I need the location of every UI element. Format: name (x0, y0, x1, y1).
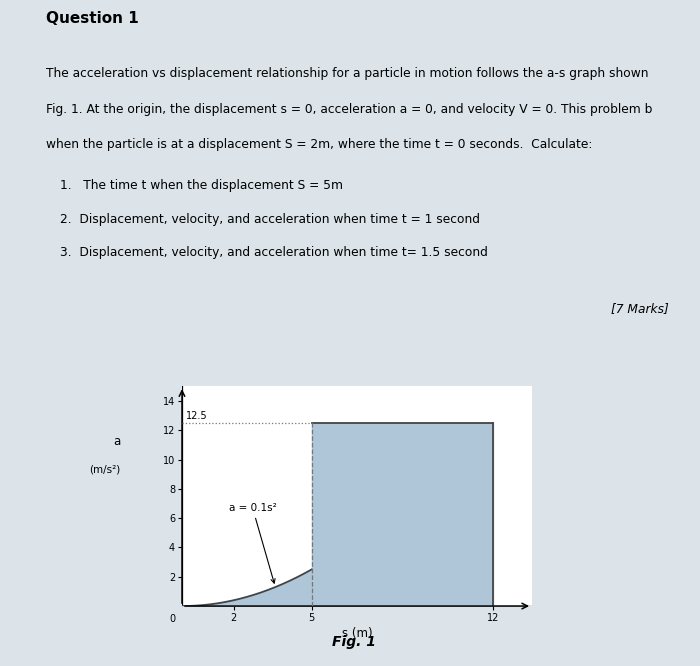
Text: a = 0.1s²: a = 0.1s² (229, 503, 276, 583)
Text: 12.5: 12.5 (186, 411, 207, 421)
Text: Fig. 1. At the origin, the displacement s = 0, acceleration a = 0, and velocity : Fig. 1. At the origin, the displacement … (46, 103, 652, 116)
Text: Fig. 1: Fig. 1 (332, 635, 375, 649)
Text: (m/s²): (m/s²) (90, 465, 120, 475)
Text: 2.  Displacement, velocity, and acceleration when time t = 1 second: 2. Displacement, velocity, and accelerat… (60, 212, 480, 226)
Text: [7 Marks]: [7 Marks] (610, 302, 668, 315)
Text: The acceleration vs displacement relationship for a particle in motion follows t: The acceleration vs displacement relatio… (46, 67, 648, 80)
X-axis label: s (m): s (m) (342, 627, 372, 640)
Text: when the particle is at a displacement S = 2m, where the time t = 0 seconds.  Ca: when the particle is at a displacement S… (46, 138, 592, 151)
Text: 1.   The time t when the displacement S = 5m: 1. The time t when the displacement S = … (60, 179, 342, 192)
Text: a: a (113, 435, 120, 448)
Text: 3.  Displacement, velocity, and acceleration when time t= 1.5 second: 3. Displacement, velocity, and accelerat… (60, 246, 487, 259)
Text: 0: 0 (169, 614, 176, 624)
Text: Question 1: Question 1 (46, 11, 139, 26)
